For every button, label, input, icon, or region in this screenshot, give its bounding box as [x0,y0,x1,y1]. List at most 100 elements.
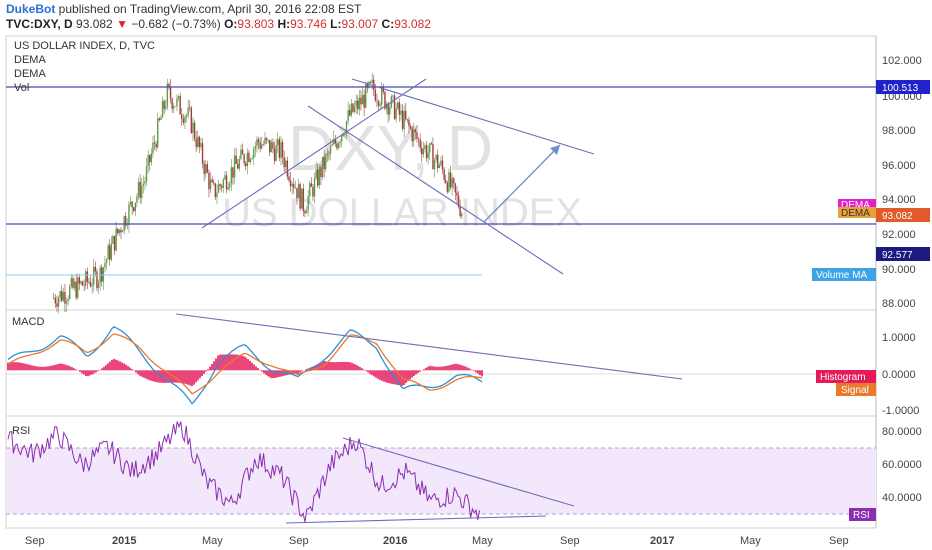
histogram-bar [357,365,359,371]
candle-body [147,155,149,167]
candle-body [277,139,279,145]
candle-body [315,169,317,178]
candle-body [387,103,389,115]
histogram-bar [267,370,269,377]
main-pane-title: US DOLLAR INDEX, D, TVC [14,40,155,52]
candle-body [435,154,437,160]
candle-body [261,144,263,149]
candle-body [401,110,404,129]
histogram-bar [191,370,193,387]
histogram-bar [21,362,23,371]
candle-body [339,141,341,143]
candle-body [448,172,450,192]
indicator-vol[interactable]: Vol [14,82,29,94]
down-triangle-icon: ▼ [116,17,128,31]
candle-body [278,139,281,158]
candle-body [184,116,186,123]
candle-body [104,263,106,268]
candle-body [296,188,298,199]
candle-body [321,156,324,178]
histogram-bar [417,370,419,374]
indicator-dema-1[interactable]: DEMA [14,54,46,66]
histogram-bar [385,370,387,383]
candle-body [446,182,449,192]
candle-body [243,154,245,164]
candle-body [225,175,228,190]
histogram-bar [149,370,151,381]
histogram-bar [405,370,407,384]
projection-arrow[interactable] [483,144,561,223]
candle-body [433,159,436,170]
dema2-badge [838,207,876,218]
rsi-badge-text: RSI [853,510,870,521]
histogram-bar [397,370,399,386]
candle-body [342,134,345,136]
open-label: O: [224,17,238,31]
candle-body [360,97,362,105]
candle-body [72,278,74,288]
candle-body [246,152,249,167]
close-value: 93.082 [394,17,431,31]
histogram-bar [329,361,331,371]
histogram-bar [279,370,281,377]
candle-body [326,153,329,155]
histogram-bar [407,370,409,382]
histogram-bar [37,366,39,371]
signal-badge-text: Signal [841,385,869,396]
histogram-bar [469,368,471,371]
macd-trend-line[interactable] [175,313,683,380]
candle-body [411,128,413,142]
histogram-bar [233,354,235,371]
histogram-bar [243,356,245,371]
publisher-name[interactable]: DukeBot [6,2,56,16]
candle-body [317,169,319,186]
candle-body [120,229,122,233]
histogram-bar [365,370,367,371]
candle-body [93,266,95,285]
candle-body [283,157,285,168]
histogram-bar [391,370,393,384]
histogram-bar [337,362,339,371]
candle-body [313,177,316,197]
channel-upper-line[interactable] [351,78,595,155]
candle-body [389,107,391,115]
histogram-bar [73,368,75,371]
uptrend-line[interactable] [201,78,427,229]
candle-body [110,243,113,260]
candle-body [86,271,89,282]
histogram-bar [17,362,19,371]
candle-body [382,86,385,92]
candle-body [192,122,194,133]
histogram-bar [109,361,111,371]
candle-body [310,183,313,187]
candle-body [438,165,441,169]
candle-body [129,201,132,205]
histogram-bar [221,354,223,371]
rsi-upper-trend-line[interactable] [342,437,575,507]
candle-body [190,107,193,133]
published-text: published on TradingView.com, April 30, … [55,2,362,16]
histogram-bar [295,370,297,374]
price-tick: 88.000 [882,298,916,310]
rsi-lower-trend-line[interactable] [285,515,547,524]
candle-body [265,137,268,140]
candle-body [286,160,289,177]
histogram-bar [345,361,347,371]
histogram-bar [363,369,365,371]
candle-body [285,160,287,168]
candle-body [134,202,137,212]
channel-lower-line[interactable] [307,105,564,275]
histogram-bar [183,370,185,384]
candle-body [257,139,260,143]
histogram-bar [389,370,391,384]
candle-body [248,152,250,162]
histogram-bar [249,360,251,371]
histogram-bar [355,364,357,371]
histogram-bar [277,370,279,378]
histogram-bar [107,363,109,371]
histogram-bar [225,354,227,371]
rsi-tick: 60.0000 [882,459,922,471]
indicator-dema-2[interactable]: DEMA [14,68,46,80]
histogram-bar [445,365,447,371]
